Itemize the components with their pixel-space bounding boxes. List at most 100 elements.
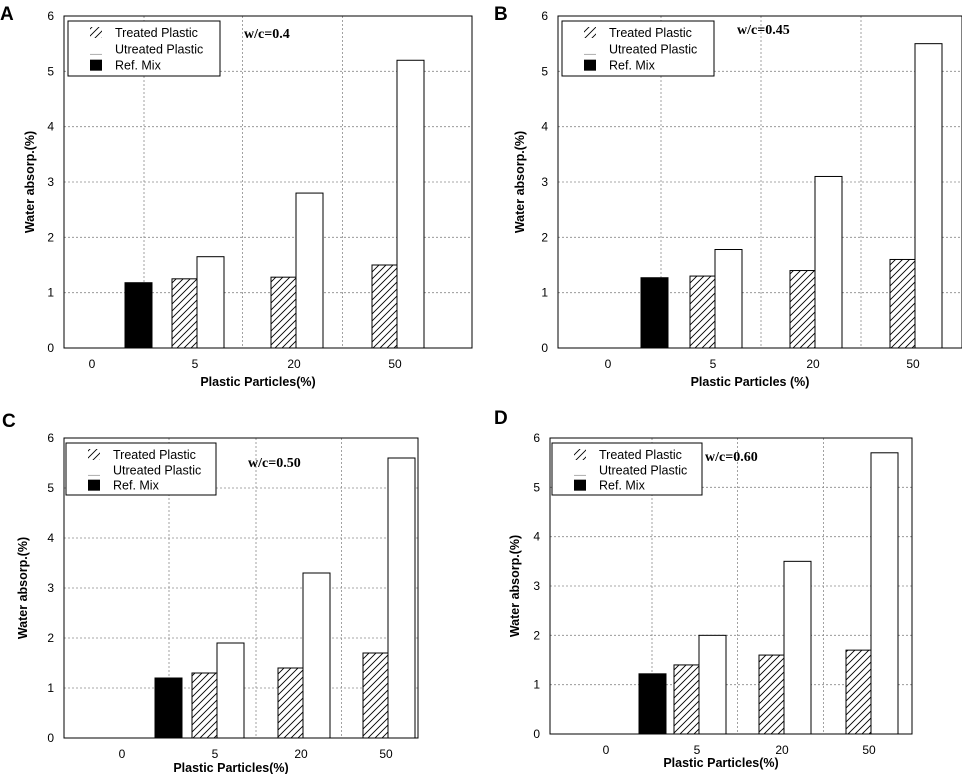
legend-label: Treated Plastic — [599, 448, 682, 462]
y-tick-label: 3 — [47, 175, 54, 189]
y-tick-label: 6 — [541, 9, 548, 23]
bar-treated-5 — [171, 278, 198, 349]
legend-label: Treated Plastic — [115, 26, 198, 40]
wc-annotation: w/c=0.60 — [705, 450, 758, 465]
y-tick-label: 1 — [541, 286, 548, 300]
bar-treated-50 — [845, 649, 872, 735]
y-tick-label: 5 — [533, 480, 540, 494]
y-axis-label: Water absorp.(%) — [23, 131, 37, 233]
y-tick-label: 0 — [47, 731, 54, 745]
legend-swatch-treated — [574, 449, 586, 460]
x-tick-label: 5 — [192, 357, 199, 371]
x-tick-label: 0 — [605, 357, 612, 371]
x-tick-label: 0 — [119, 747, 126, 761]
legend-label: Utreated Plastic — [113, 463, 201, 477]
x-tick-label: 5 — [694, 743, 701, 757]
bar-untreated-50 — [387, 457, 416, 739]
bar-ref-mix-0 — [640, 277, 669, 349]
legend-label: Treated Plastic — [113, 448, 196, 462]
y-tick-label: 6 — [47, 9, 54, 23]
legend-swatch-ref-mix — [574, 479, 586, 491]
y-axis-label: Water absorp.(%) — [16, 537, 30, 639]
x-tick-label: 20 — [775, 743, 789, 757]
legend-swatch-ref-mix — [584, 59, 596, 71]
bar-treated-5 — [673, 664, 700, 735]
bar-treated-20 — [270, 276, 297, 349]
legend-swatch-treated — [584, 27, 596, 38]
bar-treated-20 — [789, 270, 816, 349]
x-tick-label: 0 — [89, 357, 96, 371]
bar-treated-20 — [758, 654, 785, 735]
bar-untreated-20 — [295, 192, 324, 349]
bar-untreated-5 — [196, 256, 225, 349]
chart-panel-b: B 0 1 2 3 4 5 6 0 5 20 50 Treated Plastic Utreated Pl… — [494, 4, 962, 389]
y-tick-label: 1 — [47, 286, 54, 300]
bar-ref-mix-0 — [638, 673, 667, 735]
x-axis-label: Plastic Particles (%) — [691, 375, 810, 389]
panel-letter: A — [0, 4, 14, 25]
wc-annotation: w/c=0.50 — [248, 456, 301, 471]
x-tick-label: 5 — [212, 747, 219, 761]
y-tick-label: 5 — [541, 64, 548, 78]
legend-swatch-treated — [88, 449, 100, 460]
bar-treated-50 — [362, 652, 389, 739]
y-axis-label: Water absorp.(%) — [513, 131, 527, 233]
y-tick-label: 0 — [47, 341, 54, 355]
bar-untreated-20 — [302, 572, 331, 739]
x-tick-label: 20 — [806, 357, 820, 371]
bar-treated-50 — [889, 258, 916, 349]
bar-ref-mix-0 — [124, 282, 153, 349]
legend-swatch-ref-mix — [90, 59, 102, 71]
bar-treated-5 — [191, 672, 218, 739]
plot-frame — [63, 437, 419, 739]
bar-treated-5 — [689, 275, 716, 349]
plot-frame — [557, 15, 962, 349]
y-tick-label: 4 — [533, 530, 540, 544]
legend-label: Utreated Plastic — [599, 463, 687, 477]
bar-untreated-5 — [698, 634, 727, 735]
legend-swatch-treated — [90, 27, 102, 38]
panel-letter: D — [494, 408, 508, 429]
y-tick-label: 1 — [533, 678, 540, 692]
y-tick-label: 5 — [47, 481, 54, 495]
bar-untreated-20 — [783, 560, 812, 735]
panel-letter: C — [2, 411, 16, 432]
x-tick-label: 20 — [294, 747, 308, 761]
x-tick-label: 50 — [906, 357, 920, 371]
bar-treated-50 — [371, 264, 398, 349]
legend-label: Ref. Mix — [115, 59, 162, 73]
wc-annotation: w/c=0.45 — [737, 23, 790, 38]
y-tick-label: 4 — [541, 120, 548, 134]
x-axis-label: Plastic Particles(%) — [173, 761, 288, 774]
x-axis-label: Plastic Particles(%) — [663, 756, 778, 770]
y-tick-label: 2 — [47, 230, 54, 244]
legend-label: Ref. Mix — [609, 59, 656, 73]
y-tick-label: 4 — [47, 120, 54, 134]
y-tick-label: 3 — [541, 175, 548, 189]
y-tick-label: 6 — [47, 431, 54, 445]
x-tick-label: 20 — [287, 357, 301, 371]
bar-treated-20 — [277, 667, 304, 739]
y-tick-label: 6 — [533, 431, 540, 445]
y-tick-label: 5 — [47, 64, 54, 78]
y-tick-label: 0 — [541, 341, 548, 355]
legend-label: Utreated Plastic — [115, 42, 203, 56]
panel-letter: B — [494, 4, 508, 25]
x-tick-label: 50 — [388, 357, 402, 371]
legend-swatch-ref-mix — [88, 479, 100, 491]
legend-label: Treated Plastic — [609, 26, 692, 40]
y-tick-label: 0 — [533, 727, 540, 741]
x-axis-label: Plastic Particles(%) — [200, 375, 315, 389]
bar-untreated-20 — [814, 175, 843, 349]
x-tick-label: 50 — [379, 747, 393, 761]
bar-untreated-50 — [396, 59, 425, 349]
y-tick-label: 3 — [47, 581, 54, 595]
y-axis-label: Water absorp.(%) — [508, 535, 522, 637]
x-tick-label: 0 — [603, 743, 610, 757]
bar-untreated-5 — [714, 249, 743, 349]
y-tick-label: 3 — [533, 579, 540, 593]
y-tick-label: 2 — [541, 230, 548, 244]
